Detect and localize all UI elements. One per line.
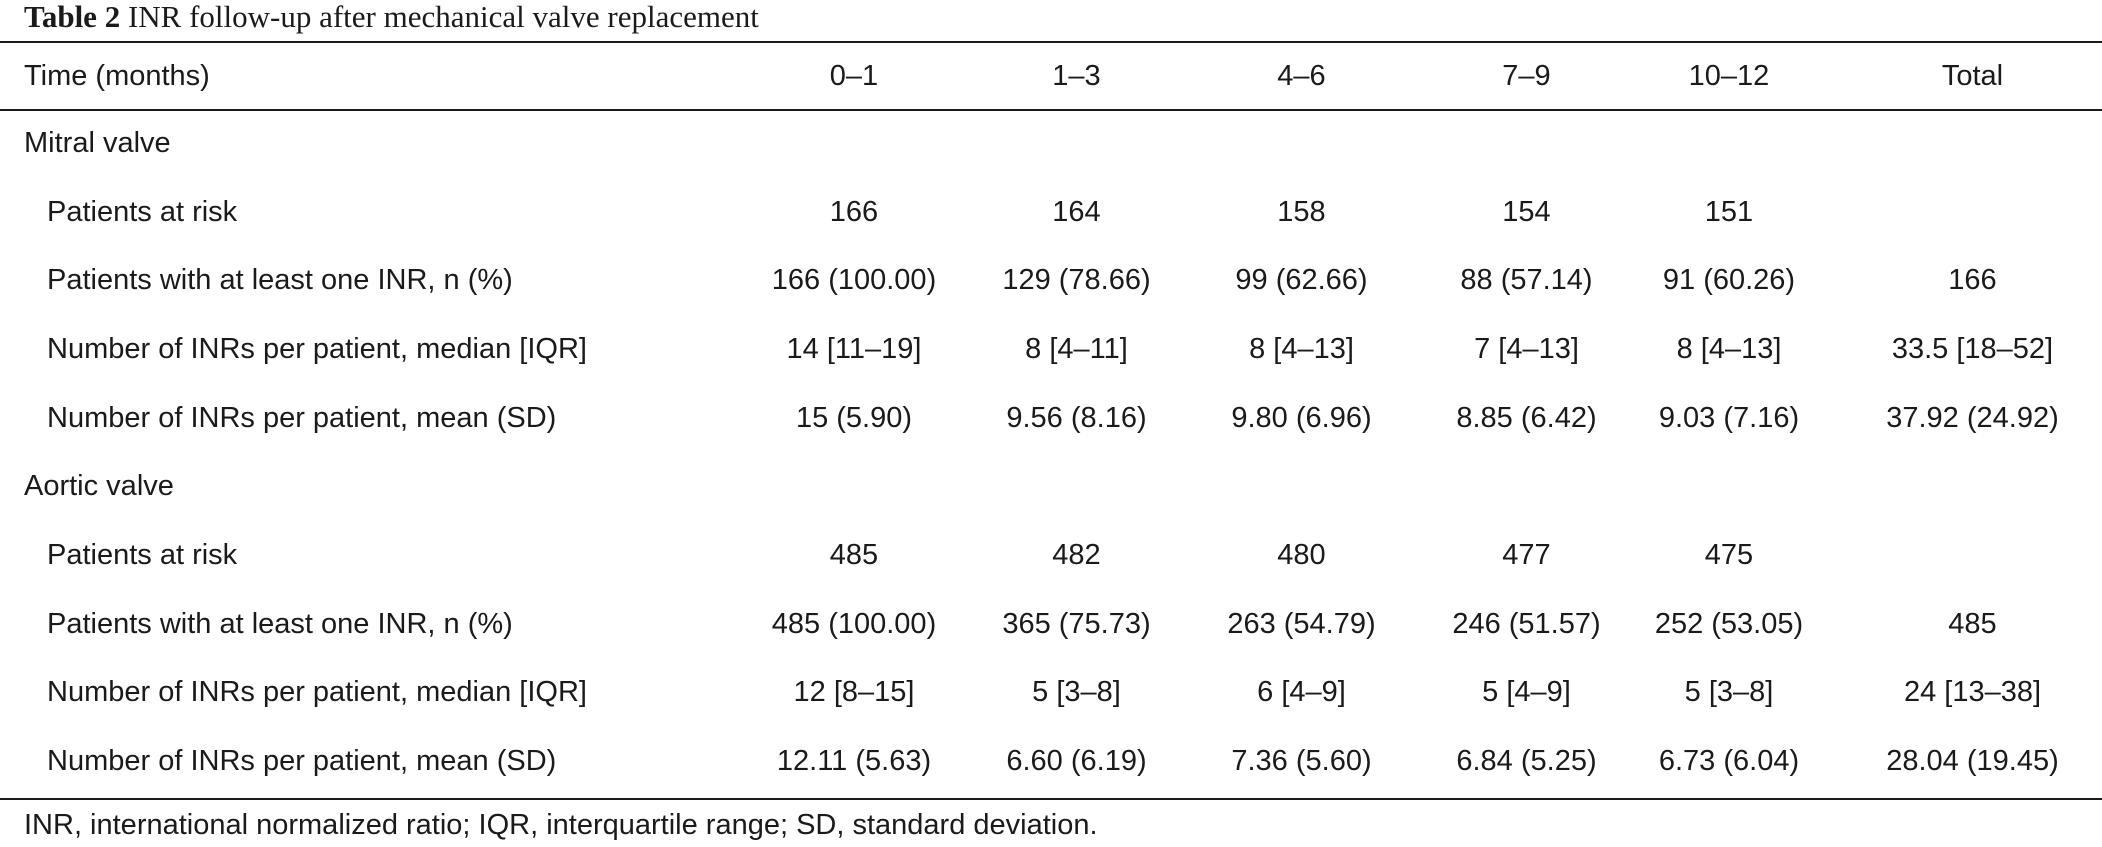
table-row: Number of INRs per patient, median [IQR]… <box>0 659 2102 728</box>
table-cell: 485 <box>829 538 879 571</box>
table-cell: 164 <box>1052 195 1101 228</box>
table-row: Patients at risk 485 482 480 477 475 <box>0 521 2102 590</box>
table-cell: 8 [4–13] <box>1676 332 1782 365</box>
table-cell: 158 <box>1277 195 1326 228</box>
table-cell: 151 <box>1704 195 1754 228</box>
table-cell: 252 (53.05) <box>1654 607 1804 640</box>
table-cell: 9.56 (8.16) <box>1006 401 1147 434</box>
table-cell: 8.85 (6.42) <box>1456 401 1597 434</box>
header-cell: 0–1 <box>829 59 879 92</box>
row-label: Number of INRs per patient, median [IQR] <box>47 676 587 709</box>
row-label: Patients at risk <box>47 195 238 228</box>
row-label: Patients with at least one INR, n (%) <box>47 607 513 640</box>
table-cell: 475 <box>1704 538 1754 571</box>
table-cell: 14 [11–19] <box>786 332 922 365</box>
table-row: Number of INRs per patient, mean (SD) 12… <box>0 727 2102 796</box>
table-cell: 6.84 (5.25) <box>1456 745 1597 778</box>
group-row-mitral: Mitral valve <box>0 109 2102 178</box>
row-label: Number of INRs per patient, median [IQR] <box>47 332 587 365</box>
table-row: Patients with at least one INR, n (%) 16… <box>0 246 2102 315</box>
table-cell: 9.03 (7.16) <box>1658 401 1800 434</box>
table-cell: 28.04 (19.45) <box>1886 745 2059 778</box>
table-row: Number of INRs per patient, mean (SD) 15… <box>0 384 2102 453</box>
group-title: Aortic valve <box>24 470 174 503</box>
table-cell: 166 <box>1948 264 1997 297</box>
table-cell: 99 (62.66) <box>1235 264 1368 297</box>
table-cell: 6.60 (6.19) <box>1006 745 1147 778</box>
top-rule <box>0 41 2102 43</box>
table-cell: 129 (78.66) <box>1002 264 1151 297</box>
table-cell: 12 [8–15] <box>793 676 915 709</box>
table-cell: 477 <box>1502 538 1551 571</box>
table-row: Number of INRs per patient, median [IQR]… <box>0 315 2102 384</box>
group-title: Mitral valve <box>24 126 171 159</box>
header-cell: 4–6 <box>1277 59 1326 92</box>
table-cell: 166 <box>829 195 879 228</box>
table-cell: 485 <box>1948 607 1997 640</box>
table-cell: 91 (60.26) <box>1662 264 1796 297</box>
table-cell <box>1819 521 2102 590</box>
table-cell: 37.92 (24.92) <box>1886 401 2059 434</box>
table-cell: 263 (54.79) <box>1227 607 1376 640</box>
inr-followup-table: Time (months) 0–1 1–3 4–6 7–9 10–12 Tota… <box>0 43 2102 796</box>
header-rule <box>0 109 2102 111</box>
table-cell: 88 (57.14) <box>1460 264 1593 297</box>
table-cell: 9.80 (6.96) <box>1231 401 1372 434</box>
table-cell: 24 [13–38] <box>1903 676 2042 709</box>
table-cell: 12.11 (5.63) <box>776 745 932 778</box>
table-cell: 154 <box>1502 195 1551 228</box>
table-title: INR follow-up after mechanical valve rep… <box>127 0 759 34</box>
row-label: Patients with at least one INR, n (%) <box>47 264 513 297</box>
bottom-rule <box>0 798 2102 800</box>
header-cell-time: Time (months) <box>24 59 210 92</box>
row-label: Number of INRs per patient, mean (SD) <box>47 745 557 778</box>
header-cell: 10–12 <box>1688 59 1770 92</box>
row-label: Number of INRs per patient, mean (SD) <box>47 401 557 434</box>
table-cell: 480 <box>1277 538 1326 571</box>
table-row: Patients at risk 166 164 158 154 151 <box>0 178 2102 247</box>
header-row: Time (months) 0–1 1–3 4–6 7–9 10–12 Tota… <box>0 43 2102 109</box>
header-cell: 1–3 <box>1052 59 1101 92</box>
table-cell: 33.5 [18–52] <box>1891 332 2054 365</box>
table-row: Patients with at least one INR, n (%) 48… <box>0 590 2102 659</box>
row-label: Patients at risk <box>47 538 238 571</box>
header-cell-total: Total <box>1941 59 2004 92</box>
table-cell: 5 [4–9] <box>1482 676 1571 709</box>
table-cell: 246 (51.57) <box>1452 607 1601 640</box>
table-number: Table 2 <box>24 0 121 34</box>
table-cell: 166 (100.00) <box>771 264 937 297</box>
table-cell: 365 (75.73) <box>1002 607 1151 640</box>
table-cell: 15 (5.90) <box>795 401 913 434</box>
table-cell: 8 [4–13] <box>1249 332 1354 365</box>
header-cell: 7–9 <box>1502 59 1551 92</box>
table-cell: 6.73 (6.04) <box>1658 745 1800 778</box>
table-caption: Table 2 INR follow-up after mechanical v… <box>24 0 759 36</box>
table-cell: 5 [3–8] <box>1684 676 1774 709</box>
table-cell: 485 (100.00) <box>771 607 937 640</box>
table-cell: 482 <box>1052 538 1101 571</box>
group-row-aortic: Aortic valve <box>0 452 2102 521</box>
table-cell: 5 [3–8] <box>1032 676 1121 709</box>
table-footnote: INR, international normalized ratio; IQR… <box>24 809 1098 841</box>
table-cell <box>1819 178 2102 247</box>
table-cell: 8 [4–11] <box>1025 332 1128 365</box>
table-cell: 7.36 (5.60) <box>1231 745 1372 778</box>
table-cell: 7 [4–13] <box>1474 332 1579 365</box>
table-cell: 6 [4–9] <box>1257 676 1346 709</box>
